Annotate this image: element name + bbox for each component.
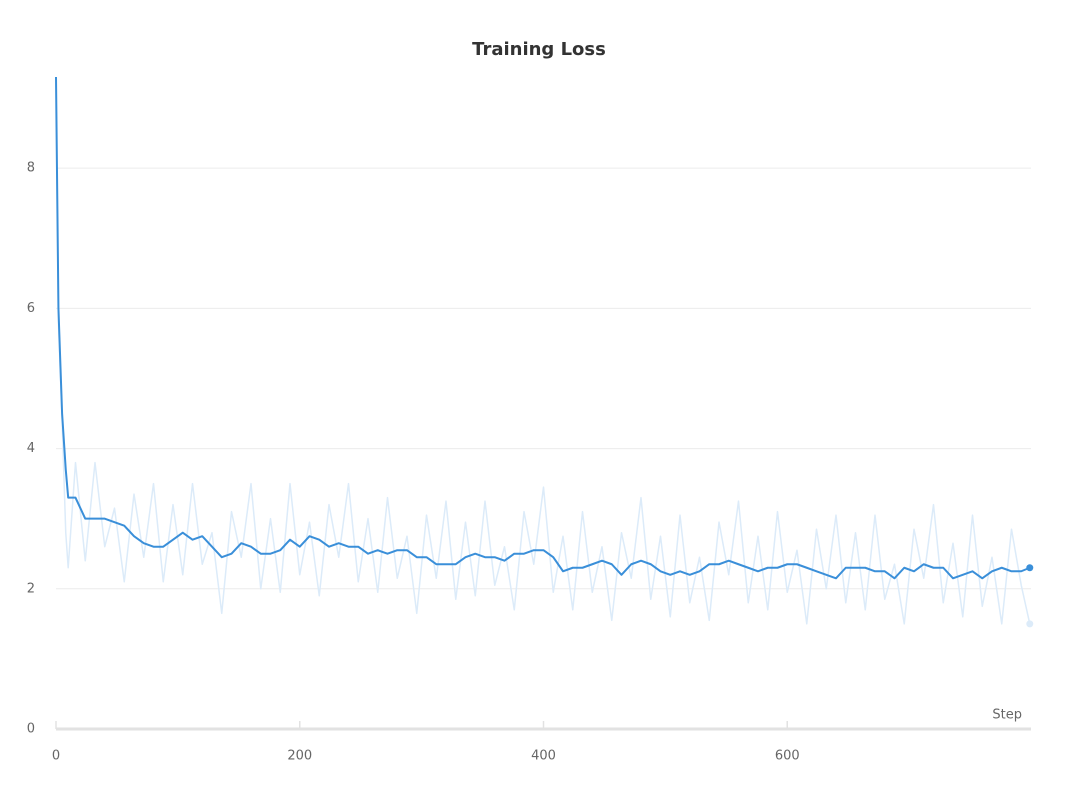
- y-tick-label: 8: [27, 161, 35, 176]
- x-tick-label: 0: [52, 749, 60, 764]
- line-series: [55, 76, 1031, 625]
- line-series: [55, 76, 1031, 580]
- y-tick-label: 6: [27, 301, 35, 316]
- x-tick-label: 400: [531, 749, 556, 764]
- y-tick-label: 4: [27, 441, 35, 456]
- end-marker: [1026, 620, 1034, 628]
- y-tick-label: 2: [27, 581, 35, 596]
- x-tick-label: 200: [287, 749, 312, 764]
- x-axis-label: Step: [992, 708, 1022, 723]
- y-tick-label: 0: [27, 722, 35, 737]
- chart-title: Training Loss: [472, 39, 606, 60]
- end-marker: [1026, 564, 1034, 572]
- x-tick-label: 600: [775, 749, 800, 764]
